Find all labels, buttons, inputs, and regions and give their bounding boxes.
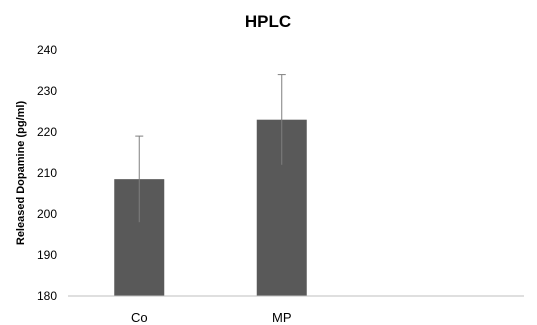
error-bars <box>135 74 286 223</box>
bars <box>114 119 307 296</box>
y-tick-label: 220 <box>37 125 57 139</box>
chart-title: HPLC <box>245 12 291 31</box>
y-tick-label: 210 <box>37 166 57 180</box>
y-tick-label: 190 <box>37 248 57 262</box>
y-tick-label: 240 <box>37 43 57 57</box>
y-axis-label: Released Dopamine (pg/ml) <box>15 101 27 246</box>
x-axis-categories: Co MP <box>131 310 292 325</box>
y-tick-label: 180 <box>37 289 57 303</box>
y-tick-label: 230 <box>37 84 57 98</box>
y-tick-label: 200 <box>37 207 57 221</box>
y-axis-ticks: 180 190 200 210 220 230 240 <box>37 43 57 303</box>
x-category-label: MP <box>272 310 292 325</box>
x-category-label: Co <box>131 310 148 325</box>
